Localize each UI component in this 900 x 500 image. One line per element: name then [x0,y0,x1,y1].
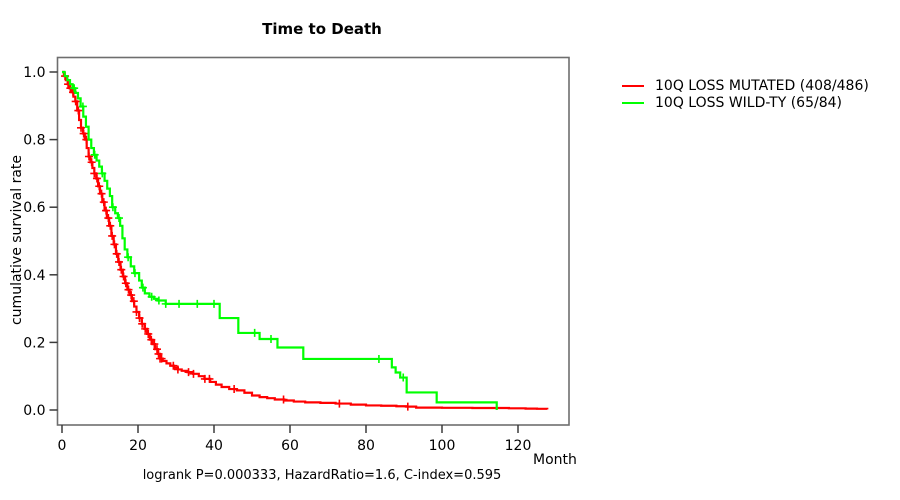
chart-title: Time to Death [262,20,382,38]
svg-text:20: 20 [129,438,147,454]
y-axis-label: cumulative survival rate [9,154,25,326]
svg-text:40: 40 [205,438,223,454]
svg-text:0.8: 0.8 [23,133,45,149]
svg-text:0.4: 0.4 [23,268,45,284]
svg-text:0.6: 0.6 [23,200,45,216]
plot-frame [56,56,570,426]
svg-text:0.2: 0.2 [23,335,45,351]
legend-item-wild-type: 10Q LOSS WILD-TY (65/84) [622,94,869,111]
legend-line-wild-type-icon [622,101,644,104]
censor-marks-wild-type [70,84,408,382]
svg-text:100: 100 [429,438,456,454]
svg-text:120: 120 [505,438,532,454]
svg-text:60: 60 [281,438,299,454]
censor-marks-mutated [61,72,412,411]
legend-item-mutated: 10Q LOSS MUTATED (408/486) [622,77,869,94]
svg-text:0.0: 0.0 [23,403,45,419]
legend: 10Q LOSS MUTATED (408/486) 10Q LOSS WILD… [622,77,869,111]
stats-annotation: logrank P=0.000333, HazardRatio=1.6, C-i… [142,468,502,483]
survival-curve-wild-type [62,70,498,410]
x-axis-label: Month [533,452,577,468]
x-axis: 0 20 40 60 80 100 120 [58,425,532,454]
svg-text:0: 0 [58,438,67,454]
series-wild-type [62,70,498,410]
legend-label-wild-type: 10Q LOSS WILD-TY (65/84) [655,94,842,111]
legend-label-mutated: 10Q LOSS MUTATED (408/486) [655,77,869,94]
legend-line-mutated-icon [622,84,644,87]
svg-text:1.0: 1.0 [23,65,45,81]
y-axis: 0.0 0.2 0.4 0.6 0.8 1.0 [23,65,58,419]
svg-text:80: 80 [357,438,375,454]
